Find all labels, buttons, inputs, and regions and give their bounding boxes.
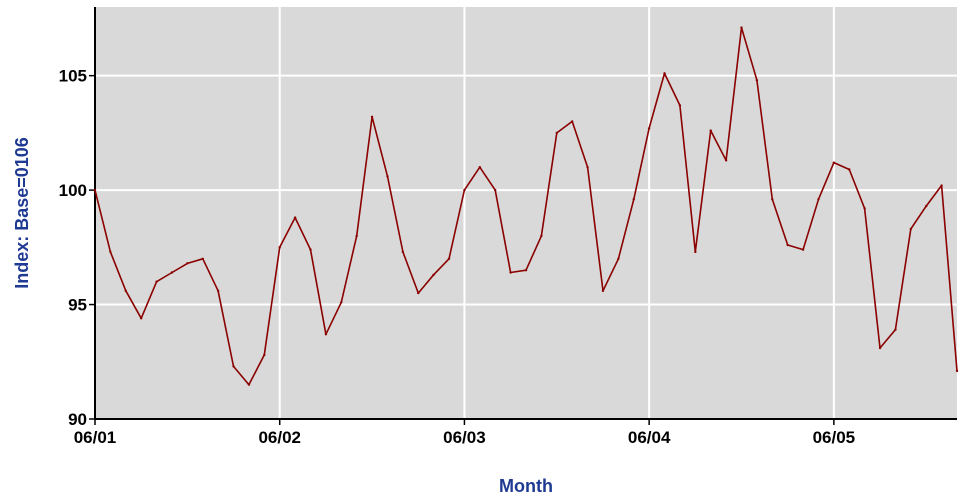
data-point xyxy=(786,243,789,247)
data-point xyxy=(186,262,189,265)
data-point xyxy=(170,271,174,274)
data-point xyxy=(925,204,928,208)
data-point xyxy=(617,257,620,260)
gridlines xyxy=(95,7,957,419)
series-group xyxy=(93,26,959,386)
data-point xyxy=(247,383,251,386)
data-point xyxy=(832,161,836,164)
y-tick-label: 95 xyxy=(68,296,87,315)
data-point xyxy=(570,120,574,123)
data-point xyxy=(678,104,682,107)
data-point xyxy=(309,248,312,251)
tick-marks xyxy=(89,74,835,425)
data-point xyxy=(878,346,882,350)
data-point xyxy=(293,216,297,219)
x-tick-label: 06/01 xyxy=(74,428,117,447)
data-point xyxy=(509,271,512,274)
x-tick-label: 06/05 xyxy=(813,428,856,447)
y-tick-label: 90 xyxy=(68,410,87,429)
data-point xyxy=(401,250,405,254)
data-point xyxy=(447,257,451,260)
data-point xyxy=(355,234,358,238)
data-point xyxy=(232,365,235,368)
data-point xyxy=(155,280,158,283)
data-point xyxy=(201,257,204,260)
data-point xyxy=(817,198,820,201)
data-point xyxy=(109,250,112,254)
data-point xyxy=(263,353,266,357)
x-axis-title: Month xyxy=(499,476,553,496)
data-point xyxy=(863,207,866,210)
x-tick-label: 06/02 xyxy=(258,428,301,447)
data-point xyxy=(432,273,435,276)
y-tick-label: 105 xyxy=(59,67,87,86)
data-point xyxy=(386,175,389,178)
data-point xyxy=(124,289,127,293)
data-point xyxy=(694,250,697,254)
data-point xyxy=(463,188,466,192)
data-point xyxy=(771,198,774,201)
x-tick-label: 06/03 xyxy=(443,428,486,447)
data-point xyxy=(216,289,220,293)
data-point xyxy=(478,166,482,169)
x-tick-label: 06/04 xyxy=(628,428,671,447)
data-point xyxy=(709,129,712,132)
data-point xyxy=(93,188,97,192)
data-point xyxy=(494,188,497,192)
data-point xyxy=(139,317,143,320)
data-point xyxy=(909,227,913,231)
data-point xyxy=(370,115,374,119)
data-point xyxy=(894,328,897,331)
data-point xyxy=(663,72,666,75)
data-point xyxy=(848,168,851,171)
y-tick-label: 100 xyxy=(59,181,87,200)
data-point xyxy=(601,289,605,293)
tick-labels: 90 95 100 105 06/01 06/02 06/03 06/04 06/05 xyxy=(59,67,856,447)
data-point xyxy=(324,333,328,336)
data-point xyxy=(740,26,743,29)
data-point xyxy=(755,79,759,82)
data-point xyxy=(524,269,528,272)
data-point xyxy=(278,246,281,249)
plot-background xyxy=(95,7,957,419)
data-point xyxy=(540,234,543,238)
data-point xyxy=(724,159,728,162)
data-point xyxy=(632,198,635,201)
data-point xyxy=(940,184,943,187)
data-point xyxy=(586,166,589,169)
data-point xyxy=(647,127,651,130)
data-point xyxy=(340,301,343,304)
y-axis-title: Index: Base=0106 xyxy=(12,137,32,289)
data-point xyxy=(801,248,805,251)
data-point xyxy=(555,131,558,135)
data-point xyxy=(955,369,959,373)
data-point xyxy=(417,291,420,295)
